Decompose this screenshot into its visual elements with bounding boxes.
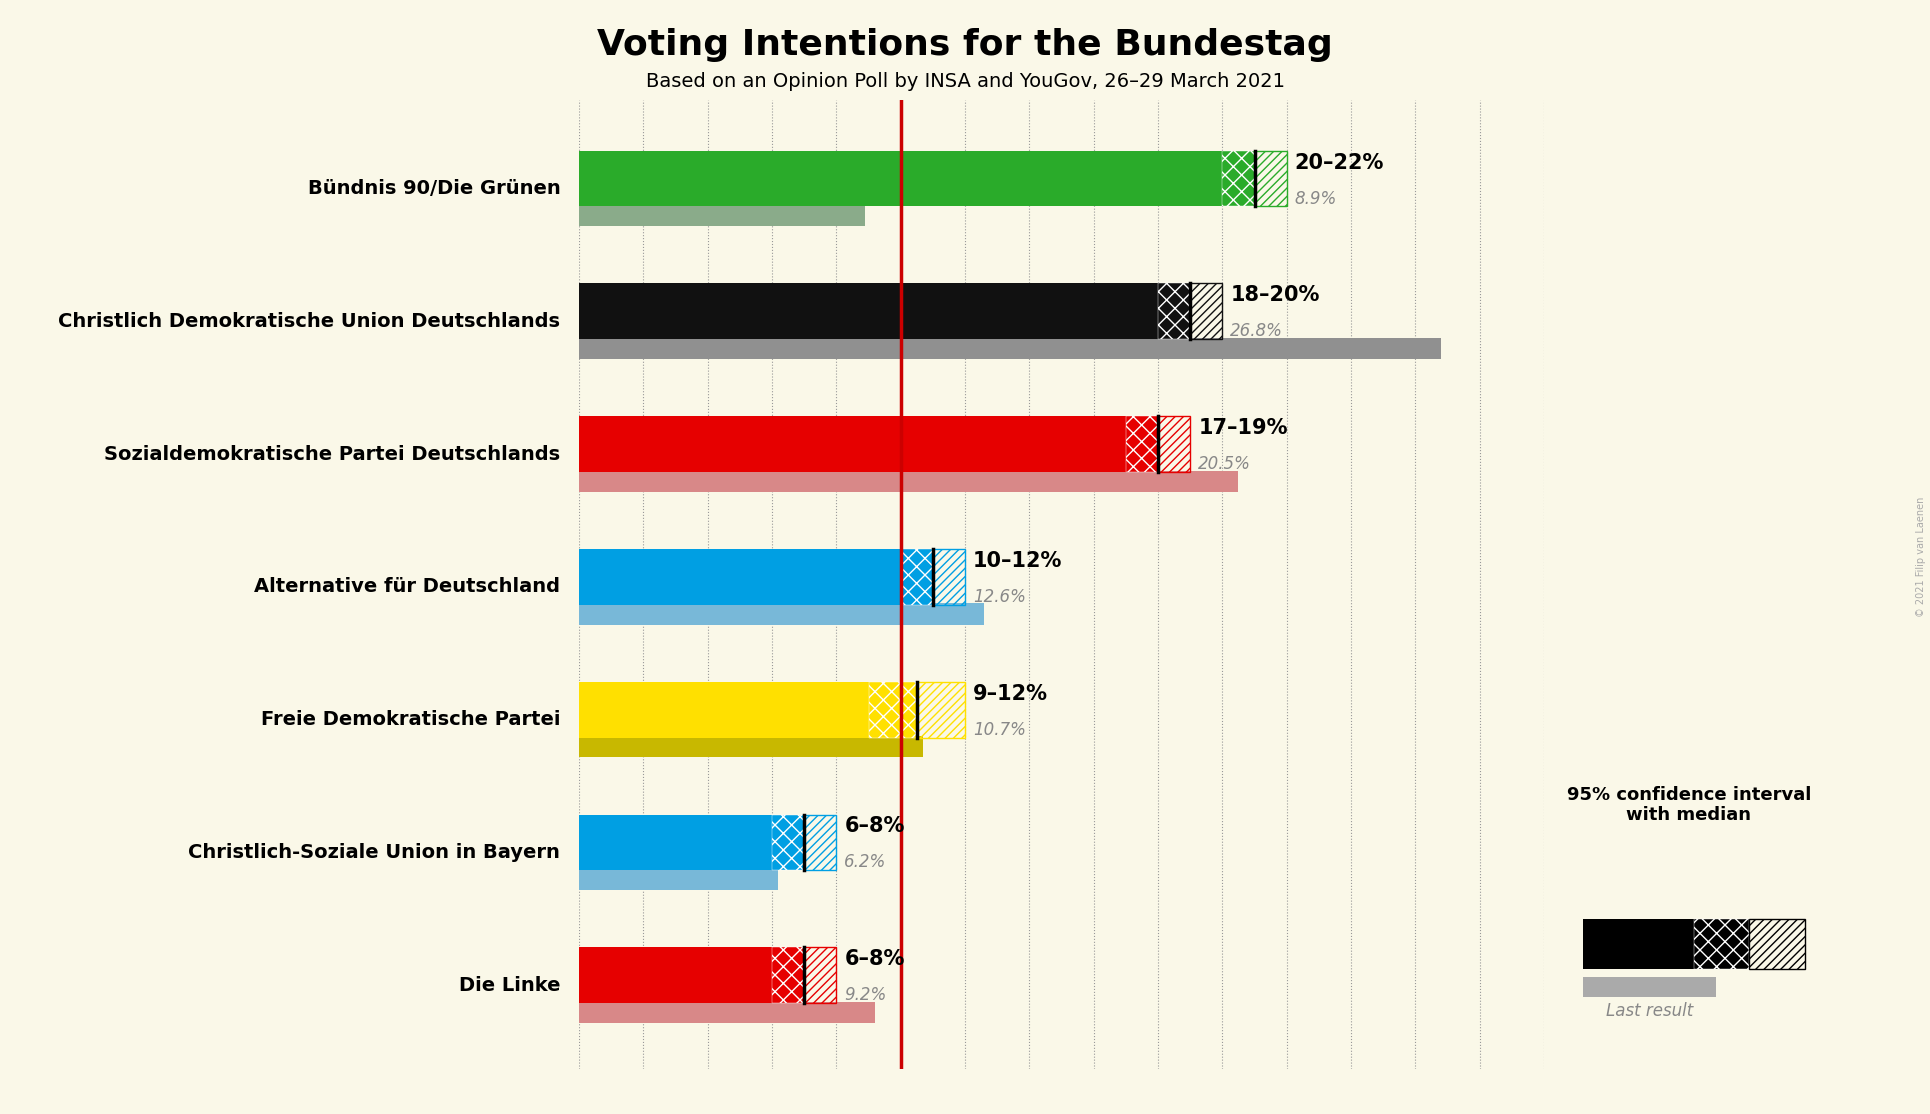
Text: 26.8%: 26.8% — [1231, 322, 1283, 340]
Bar — [805, 947, 836, 1003]
Bar — [579, 682, 868, 737]
Bar — [579, 869, 778, 890]
Bar — [1158, 417, 1191, 472]
Text: 9.2%: 9.2% — [845, 986, 886, 1004]
Bar — [579, 814, 772, 870]
Bar — [579, 338, 1442, 359]
Text: 95% confidence interval
with median: 95% confidence interval with median — [1567, 785, 1810, 824]
Bar — [579, 471, 1239, 492]
Text: © 2021 Filip van Laenen: © 2021 Filip van Laenen — [1916, 497, 1926, 617]
Bar — [868, 682, 917, 737]
Bar — [805, 814, 836, 870]
Bar — [1254, 150, 1287, 206]
Text: 9–12%: 9–12% — [973, 684, 1048, 704]
Bar — [579, 814, 836, 870]
Bar — [579, 604, 984, 625]
Text: 8.9%: 8.9% — [1295, 189, 1337, 207]
Text: Voting Intentions for the Bundestag: Voting Intentions for the Bundestag — [596, 28, 1334, 62]
Bar — [579, 150, 1222, 206]
Text: 6–8%: 6–8% — [845, 949, 905, 969]
Text: 6.2%: 6.2% — [845, 853, 886, 871]
Text: 10–12%: 10–12% — [973, 551, 1062, 571]
Bar — [932, 549, 965, 605]
Bar — [772, 947, 805, 1003]
Bar — [1191, 283, 1222, 340]
Bar — [579, 150, 1287, 206]
Text: 17–19%: 17–19% — [1199, 418, 1287, 438]
Bar — [579, 947, 772, 1003]
Bar — [1125, 417, 1158, 472]
Bar — [1222, 150, 1254, 206]
Bar — [579, 736, 923, 758]
Bar — [579, 283, 1222, 340]
Text: 12.6%: 12.6% — [973, 588, 1027, 606]
Bar — [579, 549, 901, 605]
Bar — [579, 417, 1125, 472]
Bar — [579, 947, 836, 1003]
Bar — [579, 417, 1191, 472]
Text: Based on an Opinion Poll by INSA and YouGov, 26–29 March 2021: Based on an Opinion Poll by INSA and You… — [645, 72, 1285, 91]
Bar — [579, 549, 965, 605]
Text: 10.7%: 10.7% — [973, 721, 1027, 739]
Bar — [917, 682, 965, 737]
Text: 20–22%: 20–22% — [1295, 153, 1384, 173]
Bar — [579, 1001, 874, 1023]
Bar — [579, 283, 1158, 340]
Text: 6–8%: 6–8% — [845, 817, 905, 837]
Bar — [772, 814, 805, 870]
Bar — [1158, 283, 1191, 340]
Text: 20.5%: 20.5% — [1199, 455, 1251, 473]
Bar — [901, 549, 932, 605]
Text: 18–20%: 18–20% — [1231, 285, 1320, 305]
Bar — [579, 682, 965, 737]
Text: Last result: Last result — [1606, 1003, 1693, 1020]
Bar — [579, 205, 865, 226]
